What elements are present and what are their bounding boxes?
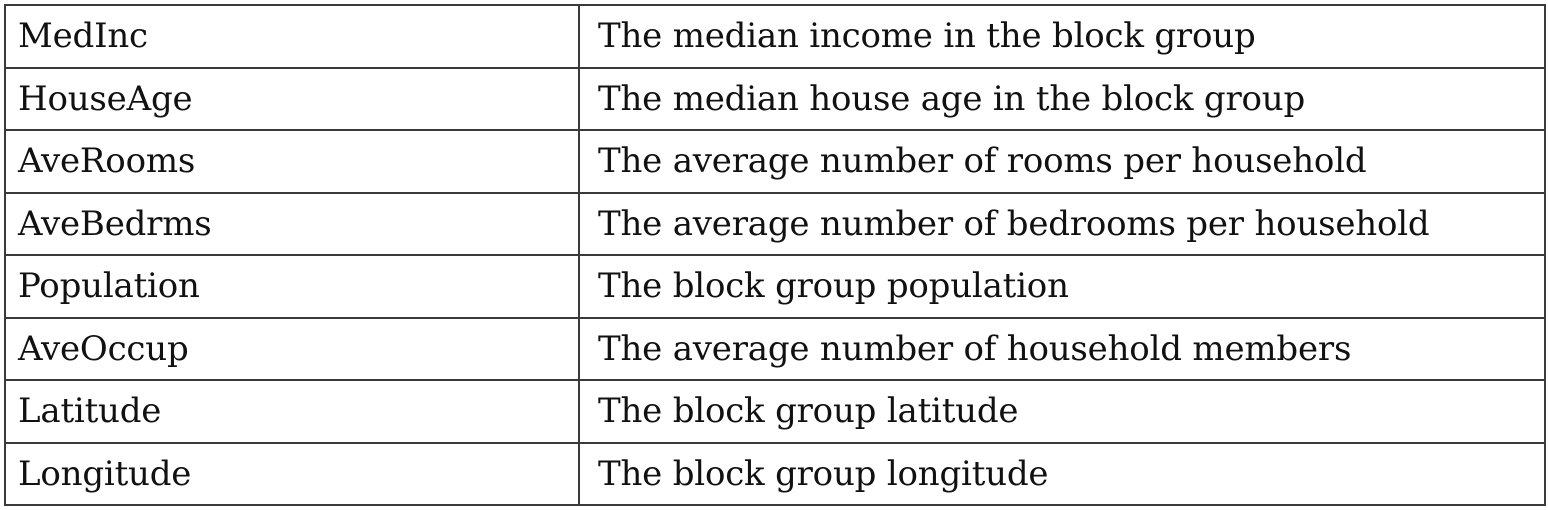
feature-name-cell: AveOccup [4, 316, 580, 381]
feature-description-table-container: MedInc The median income in the block gr… [4, 4, 1546, 506]
feature-name-cell: Latitude [4, 379, 580, 444]
feature-name-cell: AveBedrms [4, 191, 580, 256]
feature-description-table: MedInc The median income in the block gr… [4, 4, 1546, 506]
feature-description-cell: The block group longitude [578, 441, 1546, 506]
table-row: Latitude The block group latitude [4, 379, 1546, 444]
feature-description-cell: The block group population [578, 254, 1546, 319]
feature-name-cell: MedInc [4, 4, 580, 69]
feature-name-cell: Population [4, 254, 580, 319]
feature-description-cell: The block group latitude [578, 379, 1546, 444]
table-row: MedInc The median income in the block gr… [4, 4, 1546, 69]
table-body: MedInc The median income in the block gr… [4, 4, 1546, 506]
table-row: AveRooms The average number of rooms per… [4, 129, 1546, 194]
feature-name-cell: AveRooms [4, 129, 580, 194]
feature-description-cell: The median house age in the block group [578, 66, 1546, 131]
feature-description-cell: The average number of household members [578, 316, 1546, 381]
feature-name-cell: Longitude [4, 441, 580, 506]
feature-description-cell: The median income in the block group [578, 4, 1546, 69]
table-row: AveOccup The average number of household… [4, 316, 1546, 381]
table-row: HouseAge The median house age in the blo… [4, 66, 1546, 131]
table-row: Population The block group population [4, 254, 1546, 319]
feature-description-cell: The average number of rooms per househol… [578, 129, 1546, 194]
feature-description-cell: The average number of bedrooms per house… [578, 191, 1546, 256]
table-row: AveBedrms The average number of bedrooms… [4, 191, 1546, 256]
table-row: Longitude The block group longitude [4, 441, 1546, 506]
feature-name-cell: HouseAge [4, 66, 580, 131]
